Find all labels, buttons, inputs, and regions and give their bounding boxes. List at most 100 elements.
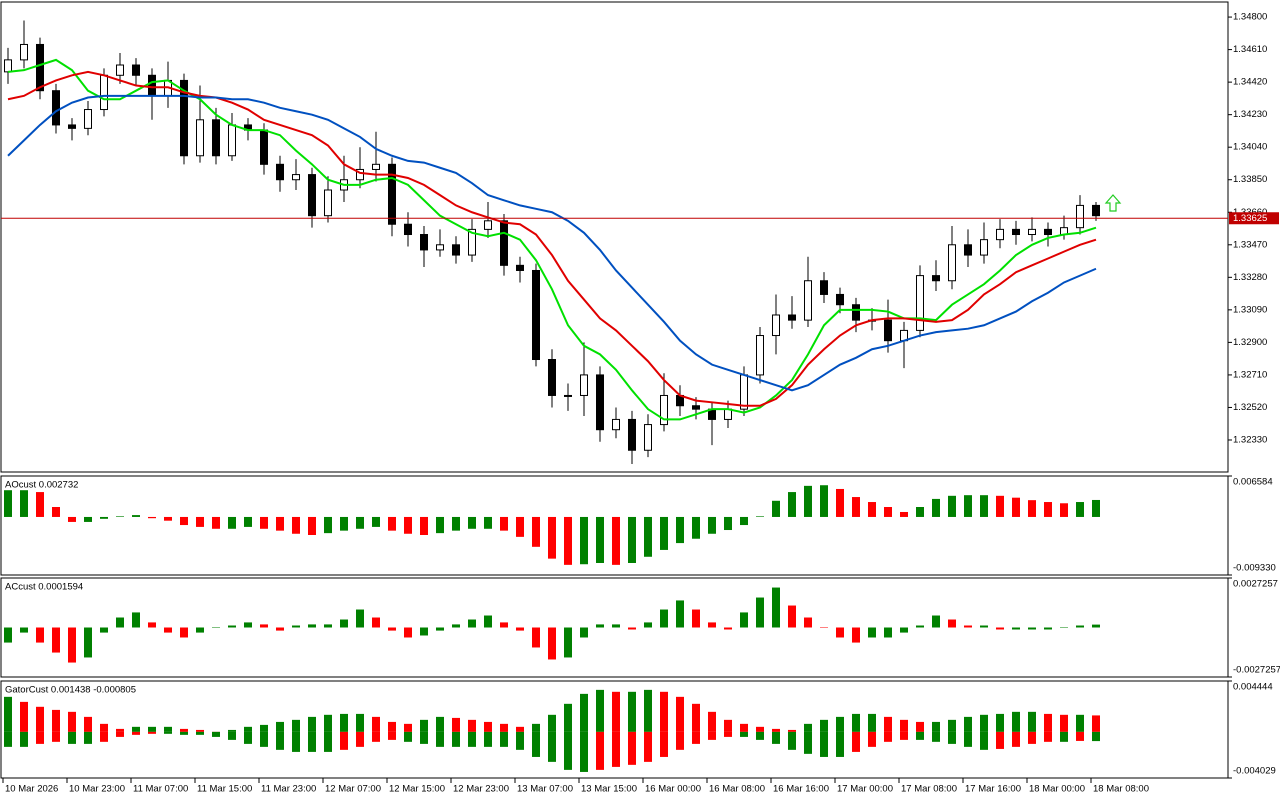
histogram-bar	[420, 516, 428, 535]
gator-bar	[708, 731, 716, 740]
indicator-title: AOcust 0.002732	[5, 480, 78, 491]
histogram-bar	[772, 500, 780, 517]
gator-bar	[660, 691, 668, 732]
y-tick-label: 1.34610	[1233, 44, 1267, 55]
histogram-bar	[740, 612, 748, 628]
gator-bar	[548, 731, 556, 762]
histogram-bar	[516, 627, 524, 631]
candle-body	[916, 275, 924, 331]
histogram-bar	[580, 627, 588, 638]
gator-bar	[468, 731, 476, 747]
y-tick-label: -0.004029	[1233, 766, 1276, 777]
histogram-bar	[516, 516, 524, 537]
histogram-bar	[180, 627, 188, 638]
histogram-bar	[308, 624, 316, 628]
gator-bar	[724, 719, 732, 732]
x-tick-label: 12 Mar 07:00	[325, 784, 381, 795]
histogram-bar	[164, 516, 172, 521]
gator-bar	[516, 726, 524, 732]
candle-body	[52, 90, 60, 126]
histogram-bar	[708, 622, 716, 628]
histogram-bar	[4, 627, 12, 643]
histogram-bar	[708, 516, 716, 534]
histogram-bar	[84, 627, 92, 658]
histogram-bar	[900, 627, 908, 633]
histogram-bar	[980, 495, 988, 517]
gator-bar	[500, 723, 508, 732]
histogram-bar	[180, 516, 188, 526]
x-tick-label: 17 Mar 08:00	[901, 784, 957, 795]
histogram-bar	[1060, 503, 1068, 517]
y-tick-label: 1.32330	[1233, 434, 1267, 445]
histogram-bar	[756, 516, 764, 517]
histogram-bar	[820, 485, 828, 517]
histogram-bar	[20, 490, 28, 517]
candle-body	[660, 394, 668, 426]
histogram-bar	[228, 625, 236, 628]
y-tick-label: 0.0027257	[1233, 579, 1278, 590]
histogram-bar	[692, 609, 700, 628]
candle-body	[644, 424, 652, 451]
gator-bar	[756, 726, 764, 732]
histogram-bar	[564, 516, 572, 565]
histogram-bar	[1076, 502, 1084, 517]
x-tick-label: 16 Mar 00:00	[645, 784, 701, 795]
histogram-bar	[1012, 627, 1020, 630]
x-tick-label: 10 Mar 23:00	[69, 784, 125, 795]
gator-bar	[660, 731, 668, 757]
histogram-bar	[276, 516, 284, 531]
histogram-bar	[116, 516, 124, 517]
gator-bar	[228, 731, 236, 740]
candle-body	[1092, 204, 1100, 217]
gator-bar	[1012, 731, 1020, 747]
candle-body	[804, 280, 812, 321]
x-tick-label: 13 Mar 07:00	[517, 784, 573, 795]
y-tick-label: 1.33090	[1233, 304, 1267, 315]
histogram-bar	[1044, 627, 1052, 630]
gator-bar	[868, 713, 876, 732]
y-tick-label: 1.32900	[1233, 337, 1267, 348]
histogram-bar	[404, 627, 412, 638]
gator-bar	[820, 719, 828, 732]
gator-bar	[388, 721, 396, 732]
gator-bar	[20, 731, 28, 747]
histogram-bar	[244, 622, 252, 628]
gator-bar	[484, 721, 492, 732]
gator-bar	[244, 731, 252, 744]
gator-bar	[116, 731, 124, 737]
gator-bar	[948, 731, 956, 744]
y-tick-label: 1.34230	[1233, 109, 1267, 120]
histogram-bar	[644, 622, 652, 628]
candle-body	[468, 228, 476, 256]
histogram-bar	[916, 625, 924, 628]
histogram-bar	[996, 627, 1004, 630]
histogram-bar	[868, 627, 876, 638]
x-tick-label: 17 Mar 16:00	[965, 784, 1021, 795]
gator-bar	[436, 716, 444, 732]
gator-bar	[388, 731, 396, 740]
gator-bar	[180, 731, 188, 735]
histogram-bar	[964, 495, 972, 517]
histogram-bar	[148, 622, 156, 628]
candle-body	[836, 293, 844, 306]
histogram-bar	[164, 627, 172, 633]
gator-bar	[548, 714, 556, 732]
gator-bar	[644, 731, 652, 762]
candle-body	[532, 269, 540, 361]
histogram-bar	[436, 627, 444, 631]
candle-body	[324, 189, 332, 217]
gator-bar	[772, 728, 780, 732]
histogram-bar	[836, 627, 844, 638]
gator-bar	[308, 716, 316, 732]
gator-bar	[180, 728, 188, 732]
x-tick-label: 12 Mar 23:00	[453, 784, 509, 795]
gator-bar	[276, 721, 284, 732]
gator-bar	[916, 721, 924, 732]
candle-body	[692, 405, 700, 410]
gator-bar	[196, 731, 204, 735]
histogram-bar	[980, 625, 988, 628]
candle-body	[228, 124, 236, 157]
candle-body	[308, 174, 316, 217]
y-tick-label: 0.006584	[1233, 477, 1273, 488]
